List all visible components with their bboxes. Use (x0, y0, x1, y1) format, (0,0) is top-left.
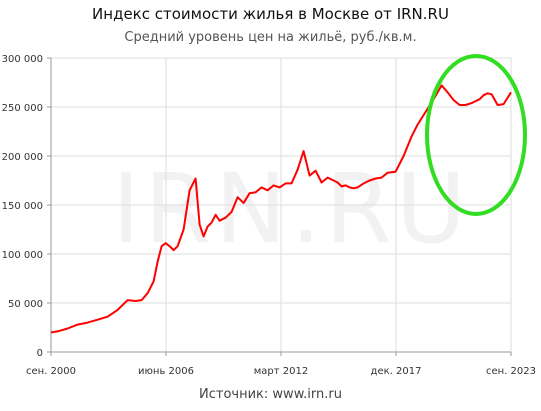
x-tick-label: июнь 2006 (138, 366, 194, 377)
x-tick-label: сен. 2000 (26, 366, 76, 377)
y-tick-label: 0 (37, 348, 43, 359)
y-tick-label: 300 000 (2, 54, 43, 65)
x-tick-label: сен. 2023 (486, 366, 536, 377)
chart-title: Индекс стоимости жилья в Москве от IRN.R… (92, 5, 449, 23)
x-tick-label: дек. 2017 (371, 366, 422, 377)
y-tick-label: 150 000 (2, 201, 43, 212)
x-tick-label: март 2012 (254, 366, 308, 377)
y-tick-label: 50 000 (8, 299, 43, 310)
y-tick-label: 200 000 (2, 152, 43, 163)
chart-subtitle: Средний уровень цен на жильё, руб./кв.м. (124, 30, 417, 45)
series-line (50, 84, 512, 334)
y-tick-label: 250 000 (2, 103, 43, 114)
chart-source: Источник: www.irn.ru (199, 387, 342, 402)
y-tick-label: 100 000 (2, 250, 43, 261)
highlight-ellipse (425, 54, 527, 216)
